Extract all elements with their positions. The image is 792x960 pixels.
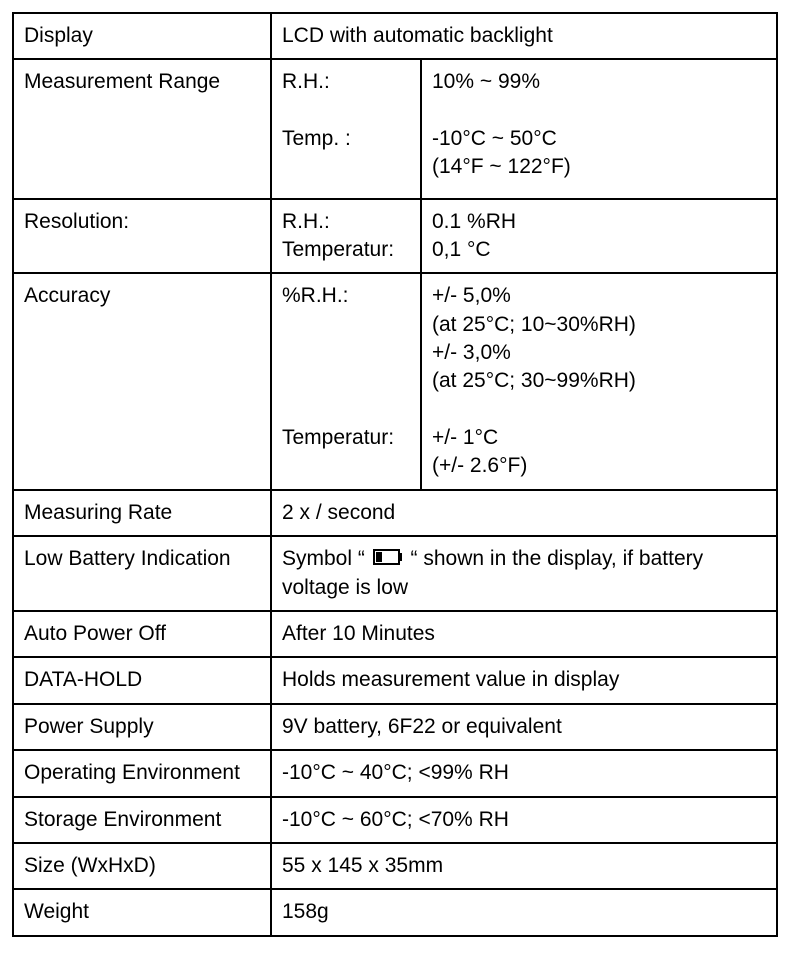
sub-key: %R.H.: Temperatur: (271, 273, 421, 489)
sub-value: 0.1 %RH 0,1 °C (421, 199, 777, 274)
sub-key: R.H.: Temp. : (271, 59, 421, 189)
row-label: DATA-HOLD (13, 657, 271, 703)
sub-key-text: R.H.: (282, 70, 330, 93)
row-label: Low Battery Indication (13, 536, 271, 611)
row-value: -10°C ~ 60°C; <70% RH (271, 797, 777, 843)
row-value: 158g (271, 889, 777, 935)
row-label: Power Supply (13, 704, 271, 750)
row-value: Symbol “ “ shown in the display, if batt… (271, 536, 777, 611)
row-label: Measuring Rate (13, 490, 271, 536)
row-value: Holds measurement value in display (271, 657, 777, 703)
row-label: Display (13, 13, 271, 59)
sub-key-text: Temperatur: (282, 426, 394, 449)
sub-value-text: +/- 1°C(+/- 2.6°F) (432, 426, 527, 477)
sub-value-text: 0,1 °C (432, 238, 491, 261)
sub-value-spacer (421, 190, 777, 199)
row-label: Resolution: (13, 199, 271, 274)
sub-key-text: Temp. : (282, 127, 351, 150)
sub-value-text: 0.1 %RH (432, 210, 516, 233)
table-row: Weight 158g (13, 889, 777, 935)
table-row: Operating Environment -10°C ~ 40°C; <99%… (13, 750, 777, 796)
table-row: Measurement Range R.H.: Temp. : 10% ~ 99… (13, 59, 777, 189)
row-value: LCD with automatic backlight (271, 13, 777, 59)
row-value: -10°C ~ 40°C; <99% RH (271, 750, 777, 796)
sub-key-text: Temperatur: (282, 238, 394, 261)
battery-low-icon (373, 545, 403, 573)
row-label: Weight (13, 889, 271, 935)
sub-value: 10% ~ 99% -10°C ~ 50°C(14°F ~ 122°F) (421, 59, 777, 189)
table-row: Size (WxHxD) 55 x 145 x 35mm (13, 843, 777, 889)
sub-key-text: R.H.: (282, 210, 330, 233)
row-value: 2 x / second (271, 490, 777, 536)
table-row: Power Supply 9V battery, 6F22 or equival… (13, 704, 777, 750)
row-value: 9V battery, 6F22 or equivalent (271, 704, 777, 750)
low-battery-text-pre: Symbol “ (282, 547, 365, 570)
spec-table: Display LCD with automatic backlight Mea… (12, 12, 778, 937)
table-row: Accuracy %R.H.: Temperatur: +/- 5,0%(at … (13, 273, 777, 489)
sub-key: R.H.: Temperatur: (271, 199, 421, 274)
row-label: Storage Environment (13, 797, 271, 843)
row-value: 55 x 145 x 35mm (271, 843, 777, 889)
row-label: Operating Environment (13, 750, 271, 796)
table-row: Auto Power Off After 10 Minutes (13, 611, 777, 657)
table-row: Measuring Rate 2 x / second (13, 490, 777, 536)
sub-value-text: +/- 5,0%(at 25°C; 10~30%RH)+/- 3,0%(at 2… (432, 284, 636, 392)
table-row: Display LCD with automatic backlight (13, 13, 777, 59)
table-row: Storage Environment -10°C ~ 60°C; <70% R… (13, 797, 777, 843)
sub-key-spacer (271, 190, 421, 199)
row-label: Measurement Range (13, 59, 271, 198)
sub-value: +/- 5,0%(at 25°C; 10~30%RH)+/- 3,0%(at 2… (421, 273, 777, 489)
sub-value-text: 10% ~ 99% (432, 70, 540, 93)
table-row: DATA-HOLD Holds measurement value in dis… (13, 657, 777, 703)
table-row: Low Battery Indication Symbol “ “ shown … (13, 536, 777, 611)
sub-key-text: %R.H.: (282, 284, 349, 307)
row-label: Auto Power Off (13, 611, 271, 657)
sub-value-text: -10°C ~ 50°C(14°F ~ 122°F) (432, 127, 571, 178)
table-row: Resolution: R.H.: Temperatur: 0.1 %RH 0,… (13, 199, 777, 274)
row-value: After 10 Minutes (271, 611, 777, 657)
row-label: Accuracy (13, 273, 271, 489)
row-label: Size (WxHxD) (13, 843, 271, 889)
